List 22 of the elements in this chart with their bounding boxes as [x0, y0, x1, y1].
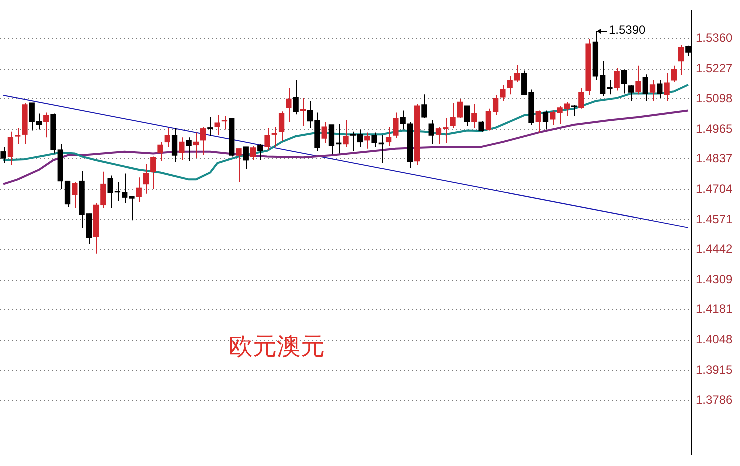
- y-tick-label: 1.4965: [696, 122, 734, 136]
- y-tick-label: 1.3915: [696, 363, 734, 378]
- candlestick: [571, 104, 578, 117]
- y-tick-label: 1.3786: [696, 392, 734, 407]
- annotation: 1.5390: [609, 23, 646, 38]
- y-tick-label: 1.4048: [696, 332, 734, 347]
- y-tick-label: 1.4704: [696, 182, 734, 196]
- y-tick-label: 1.4571: [696, 212, 734, 226]
- candlestick: [0, 146, 6, 164]
- candlestick: [15, 127, 21, 145]
- y-tick-label: 1.5098: [696, 91, 734, 106]
- candlestick: [578, 87, 584, 110]
- candlestick: [186, 137, 192, 162]
- y-tick-label: 1.4442: [696, 242, 734, 256]
- candlestick: [236, 148, 242, 183]
- y-tick-label: 1.4309: [696, 272, 734, 287]
- candlestick: [264, 127, 270, 151]
- y-tick-label: 1.5360: [696, 31, 734, 46]
- y-tick-label: 1.5227: [696, 62, 734, 76]
- y-tick-label: 1.4181: [696, 302, 734, 316]
- text: 欧元澳元: [228, 332, 325, 361]
- y-tick-label: 1.4837: [696, 151, 734, 166]
